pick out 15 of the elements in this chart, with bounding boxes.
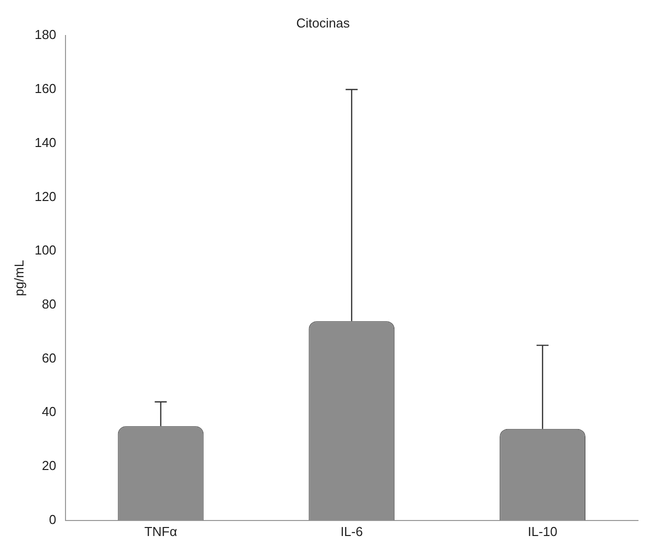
chart-title: Citocinas <box>296 15 350 30</box>
y-tick-label: 180 <box>34 27 56 42</box>
x-tick-label: IL-6 <box>340 524 363 539</box>
y-axis-title: pg/mL <box>11 260 26 296</box>
y-tick-label: 40 <box>42 404 56 420</box>
y-tick-label: 120 <box>34 188 56 204</box>
y-tick-label: 140 <box>34 134 56 150</box>
y-tick-label: 100 <box>34 242 56 258</box>
y-tick-label: 60 <box>42 350 56 366</box>
x-tick-label: IL-10 <box>528 524 558 539</box>
y-tick-label: 80 <box>42 296 56 312</box>
x-tick-label: TNFα <box>144 524 178 539</box>
y-tick-label: 0 <box>49 512 56 527</box>
y-tick-label: 20 <box>42 458 56 474</box>
y-tick-label: 160 <box>34 81 56 96</box>
